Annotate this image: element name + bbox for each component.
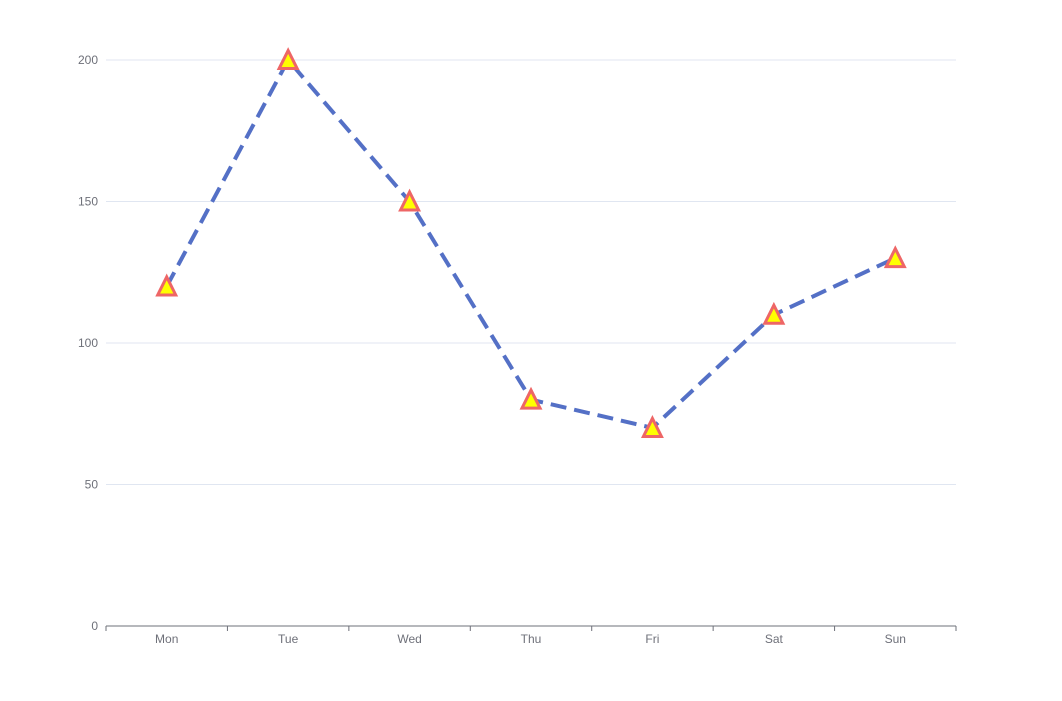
data-point-sun[interactable]: [883, 245, 907, 269]
x-tick-label-fri: Fri: [645, 632, 659, 646]
series: [164, 58, 897, 430]
data-point-fri[interactable]: [640, 415, 664, 438]
x-tick-label-sun: Sun: [885, 632, 906, 646]
x-tick-label-wed: Wed: [397, 632, 421, 646]
axes: 0 50 100 150 200 Mon Tue Wed Thu Fri Sat Sun: [78, 53, 957, 646]
data-point-mon[interactable]: [155, 273, 179, 297]
data-point-wed[interactable]: [398, 188, 422, 212]
data-point-tue[interactable]: [276, 47, 300, 71]
y-tick-label: 50: [85, 478, 99, 492]
y-tick-label: 150: [78, 195, 98, 209]
series-line-0: [164, 58, 897, 430]
markers: [155, 47, 907, 438]
data-point-thu[interactable]: [519, 386, 543, 410]
data-point-sat[interactable]: [762, 301, 786, 325]
grid-lines: [106, 59, 956, 485]
x-tick-label-sat: Sat: [765, 632, 784, 646]
x-tick-label-mon: Mon: [155, 632, 178, 646]
x-tick-label-thu: Thu: [521, 632, 542, 646]
y-tick-label: 200: [78, 53, 98, 67]
x-tick-label-tue: Tue: [278, 632, 299, 646]
y-tick-label: 100: [78, 336, 98, 350]
y-tick-label: 0: [91, 619, 98, 633]
